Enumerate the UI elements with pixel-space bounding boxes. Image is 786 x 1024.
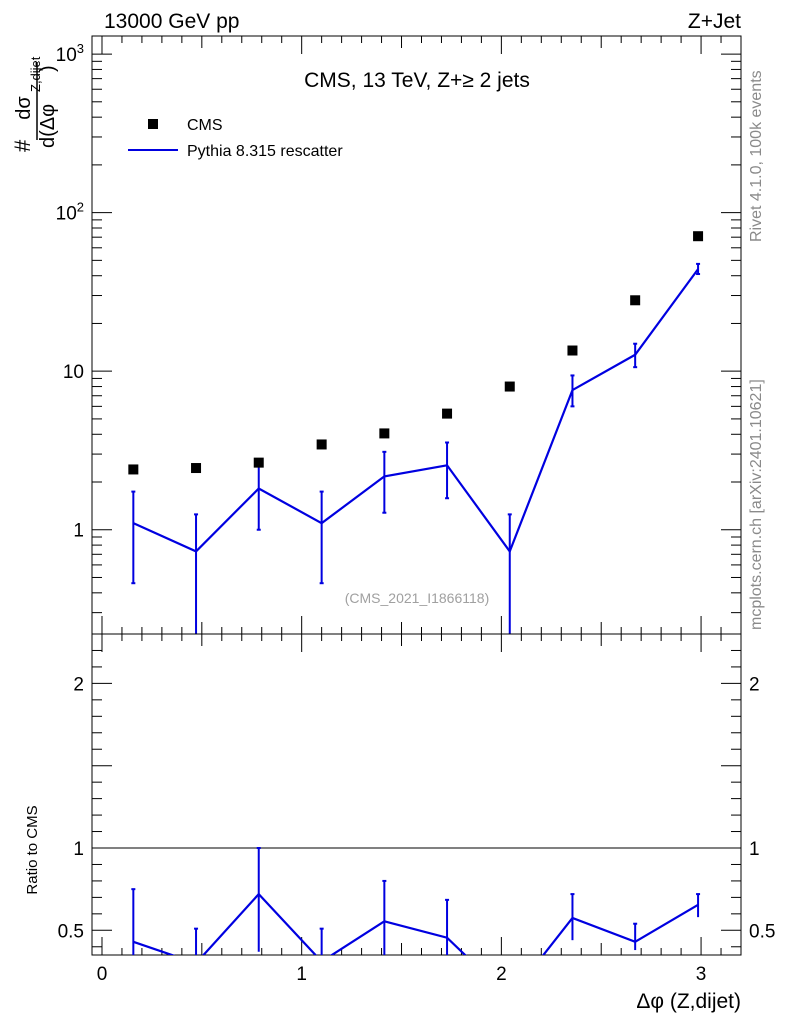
ylabel-superscript: Z,dijet xyxy=(28,56,43,92)
legend-pythia-label: Pythia 8.315 rescatter xyxy=(187,143,343,160)
ratio-x-tick-label: 2 xyxy=(496,964,507,985)
header-energy-label: 13000 GeV pp xyxy=(104,10,239,33)
cms-data-point xyxy=(630,295,641,306)
legend-cms-marker xyxy=(148,119,158,129)
main-y-tick-label: 10 xyxy=(63,362,84,383)
main-ticks xyxy=(92,36,741,634)
ylabel-close-paren: ) xyxy=(37,65,59,72)
analysis-watermark: (CMS_2021_I1866118) xyxy=(345,590,490,606)
main-data-series xyxy=(128,231,704,475)
cms-data-point xyxy=(567,345,578,356)
xlabel: Δφ (Z,dijet) xyxy=(636,990,741,1013)
ratio-y-tick-label: 2 xyxy=(73,674,84,695)
ratio-panel: 0 1 2 3 0.5 0.5 1 1 2 2 xyxy=(58,633,776,985)
ratio-y-tick-label: 0.5 xyxy=(58,921,84,942)
rivet-version-label: Rivet 4.1.0, 100k events xyxy=(748,70,765,242)
cms-data-point xyxy=(253,457,264,468)
cms-data-point xyxy=(693,231,704,242)
ylabel-denominator: d(Δφ xyxy=(37,104,59,148)
plot-title: CMS, 13 TeV, Z+≥ 2 jets xyxy=(304,69,530,92)
ratio-mc-series xyxy=(131,847,701,955)
ratio-x-tick-label: 0 xyxy=(97,964,108,985)
cms-data-point xyxy=(504,381,515,392)
ratio-ylabel: Ratio to CMS xyxy=(24,805,41,894)
main-ylabel: # dσ d(Δφ Z,dijet ) xyxy=(10,56,59,152)
ratio-x-tick-label: 1 xyxy=(296,964,307,985)
main-y-tick-label: 103 xyxy=(56,41,84,66)
ratio-ticks xyxy=(92,634,741,955)
mc-line xyxy=(132,268,699,554)
legend: CMS Pythia 8.315 rescatter xyxy=(128,117,343,160)
cms-data-point xyxy=(442,408,453,419)
header-process-label: Z+Jet xyxy=(688,10,741,33)
ratio-y-tick-label-right: 1 xyxy=(749,839,760,860)
main-mc-series xyxy=(131,262,701,634)
ylabel-numerator: dσ xyxy=(13,96,35,120)
legend-cms-label: CMS xyxy=(187,117,223,134)
main-y-tick-label: 1 xyxy=(73,521,84,542)
ratio-y-tick-label-right: 0.5 xyxy=(749,921,775,942)
cms-data-point xyxy=(191,463,202,474)
ylabel-hash: # xyxy=(10,139,35,152)
cms-data-point xyxy=(379,428,390,439)
cms-data-point xyxy=(128,464,139,475)
mcplots-reference-label: mcplots.cern.ch [arXiv:2401.10621] xyxy=(748,379,765,630)
ratio-line xyxy=(132,892,699,955)
ratio-y-tick-label-right: 2 xyxy=(749,674,760,695)
main-y-tick-label: 102 xyxy=(56,200,84,225)
ratio-tick-labels: 0 1 2 3 0.5 0.5 1 1 2 2 xyxy=(58,674,776,985)
cms-data-point xyxy=(316,439,327,450)
ratio-series-clipped xyxy=(131,847,701,955)
ratio-y-tick-label: 1 xyxy=(73,839,84,860)
ratio-x-tick-label: 3 xyxy=(696,964,707,985)
ratio-plot-frame xyxy=(91,633,742,956)
